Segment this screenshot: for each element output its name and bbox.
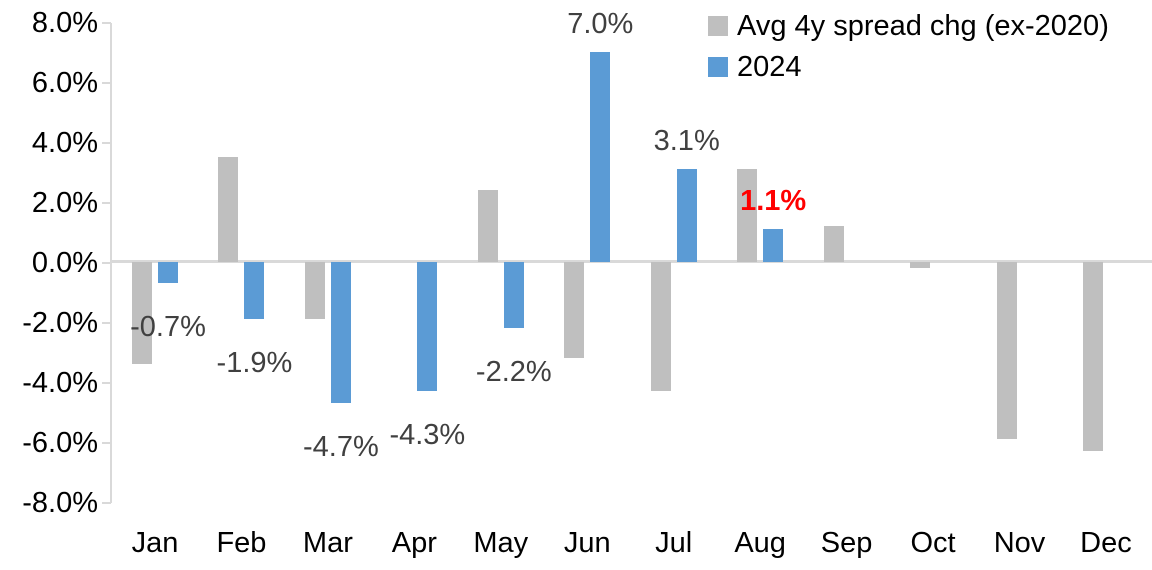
y-tick-mark — [102, 322, 111, 324]
month-label-feb: Feb — [216, 527, 267, 559]
month-label-oct: Oct — [910, 527, 956, 559]
y-tick-mark — [102, 82, 111, 84]
y-tick-label: 2.0% — [31, 187, 98, 219]
y-tick-mark — [102, 142, 111, 144]
data-label-jun: 7.0% — [567, 8, 634, 40]
y-tick-mark — [102, 22, 111, 24]
data-label-apr: -4.3% — [389, 419, 466, 451]
bar-avg-nov — [996, 262, 1017, 439]
data-label-may: -2.2% — [475, 356, 552, 388]
y-axis-line — [110, 23, 112, 503]
legend-swatch-gray-icon — [708, 16, 728, 36]
zero-baseline — [110, 260, 1152, 263]
month-label-aug: Aug — [734, 527, 786, 559]
month-label-nov: Nov — [993, 527, 1046, 559]
month-label-mar: Mar — [302, 527, 353, 559]
legend-label-avg-spread: Avg 4y spread chg (ex-2020) — [737, 10, 1109, 42]
bar-2024-feb — [244, 262, 265, 319]
month-label-jun: Jun — [563, 527, 611, 559]
bar-avg-jul — [650, 262, 671, 391]
month-label-may: May — [473, 527, 529, 559]
y-tick-mark — [102, 382, 111, 384]
bar-avg-jun — [564, 262, 585, 358]
month-label-jul: Jul — [655, 527, 693, 559]
bar-avg-mar — [304, 262, 325, 319]
data-label-jan: -0.7% — [130, 311, 206, 343]
y-tick-label: 0.0% — [31, 247, 98, 279]
y-tick-label: -6.0% — [22, 427, 98, 459]
month-label-jan: Jan — [131, 527, 179, 559]
bar-avg-dec — [1082, 262, 1103, 451]
bar-2024-may — [503, 262, 524, 328]
bar-avg-oct — [910, 262, 931, 268]
y-tick-label: -4.0% — [22, 367, 98, 399]
bar-2024-jul — [676, 169, 697, 262]
data-label-mar: -4.7% — [303, 431, 379, 463]
month-label-apr: Apr — [391, 527, 437, 559]
bar-avg-sep — [823, 226, 844, 262]
y-tick-mark — [102, 202, 111, 204]
legend-label-2024: 2024 — [737, 51, 802, 83]
bar-2024-jan — [158, 262, 178, 283]
month-label-sep: Sep — [820, 527, 873, 559]
legend: Avg 4y spread chg (ex-2020) 2024 — [708, 7, 1109, 86]
legend-swatch-blue-icon — [708, 57, 728, 77]
bar-2024-jun — [590, 52, 611, 262]
month-label-dec: Dec — [1080, 527, 1132, 559]
bar-2024-apr — [417, 262, 438, 391]
data-label-feb: -1.9% — [216, 347, 293, 379]
y-tick-label: 6.0% — [31, 67, 98, 99]
bar-avg-aug — [737, 169, 758, 262]
y-tick-label: -8.0% — [22, 487, 98, 519]
bar-avg-feb — [218, 157, 239, 262]
bar-avg-may — [477, 190, 498, 262]
bar-avg-jan — [132, 262, 152, 364]
legend-entry-avg-spread: Avg 4y spread chg (ex-2020) — [708, 7, 1109, 45]
y-tick-label: -2.0% — [22, 307, 98, 339]
y-tick-label: 8.0% — [31, 7, 98, 39]
bar-2024-mar — [330, 262, 351, 403]
data-label-jul: 3.1% — [653, 125, 720, 157]
legend-entry-2024: 2024 — [708, 48, 1109, 86]
bar-2024-aug — [763, 229, 784, 262]
data-label-aug: 1.1% — [740, 185, 807, 217]
y-tick-label: 4.0% — [31, 127, 98, 159]
y-tick-mark — [102, 262, 111, 264]
y-tick-mark — [102, 442, 111, 444]
y-tick-mark — [102, 502, 111, 504]
